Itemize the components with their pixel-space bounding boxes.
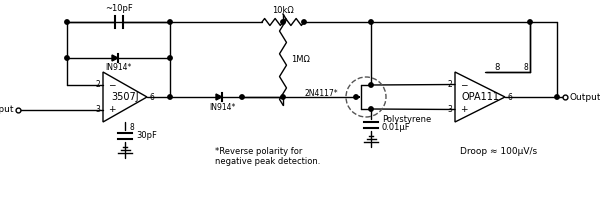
Text: 8: 8 (524, 64, 529, 72)
Text: Droop ≈ 100μV/s: Droop ≈ 100μV/s (460, 148, 537, 156)
Text: OPA111: OPA111 (461, 92, 499, 102)
Circle shape (65, 56, 69, 60)
Text: 2N4117*: 2N4117* (304, 90, 338, 98)
Text: 30pF: 30pF (136, 132, 157, 140)
Circle shape (168, 20, 172, 24)
Circle shape (168, 56, 172, 60)
Text: 8: 8 (129, 123, 134, 132)
Text: IN914*: IN914* (209, 104, 235, 112)
Circle shape (65, 20, 69, 24)
Text: 3: 3 (95, 105, 100, 114)
Text: 1MΩ: 1MΩ (291, 55, 310, 64)
Circle shape (555, 95, 559, 99)
Text: 2: 2 (447, 80, 452, 89)
Text: −: − (108, 80, 115, 89)
Circle shape (369, 20, 373, 24)
Text: Polystyrene: Polystyrene (382, 114, 431, 123)
Circle shape (240, 95, 244, 99)
Circle shape (281, 20, 285, 24)
Text: Output: Output (569, 92, 600, 102)
Circle shape (528, 20, 532, 24)
Text: 6: 6 (508, 92, 513, 102)
Circle shape (369, 107, 373, 111)
Text: +: + (108, 105, 115, 114)
Text: 0.01μF: 0.01μF (382, 122, 410, 132)
Text: ~10pF: ~10pF (104, 4, 133, 13)
Circle shape (168, 95, 172, 99)
Text: 2: 2 (95, 80, 100, 89)
Text: 8: 8 (494, 62, 500, 72)
Text: Input: Input (0, 105, 14, 114)
Circle shape (281, 95, 285, 99)
Text: 3: 3 (447, 105, 452, 114)
Polygon shape (112, 55, 118, 61)
Polygon shape (216, 94, 222, 100)
Text: 6: 6 (150, 92, 155, 102)
Text: *Reverse polarity for: *Reverse polarity for (215, 148, 302, 156)
Circle shape (369, 83, 373, 87)
Text: 3507J: 3507J (111, 92, 139, 102)
Circle shape (302, 20, 306, 24)
Text: −: − (460, 80, 467, 89)
Text: negative peak detection.: negative peak detection. (215, 158, 320, 166)
Text: IN914*: IN914* (105, 64, 131, 72)
Text: +: + (460, 105, 467, 114)
Text: 10kΩ: 10kΩ (272, 6, 294, 15)
Circle shape (354, 95, 358, 99)
